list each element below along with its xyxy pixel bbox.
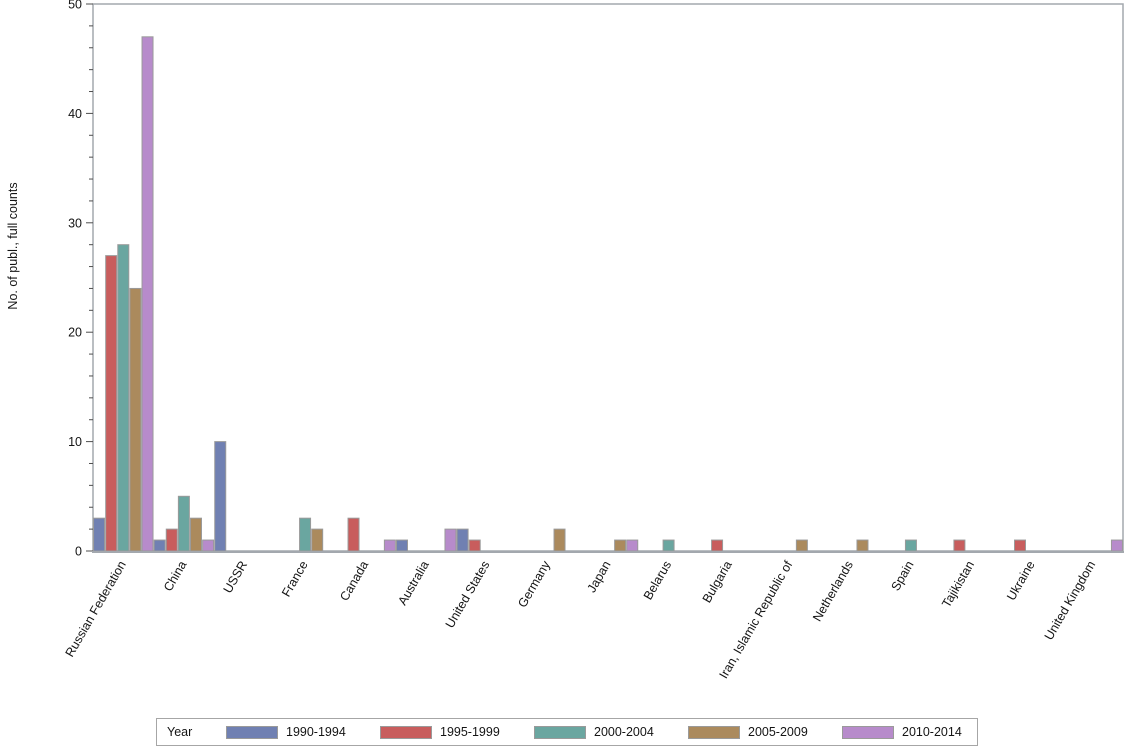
bar (468, 539, 481, 552)
bar (953, 539, 966, 552)
bar (444, 528, 457, 552)
x-category-label: Bulgaria (700, 558, 735, 605)
bar (626, 539, 639, 552)
x-category-label: USSR (221, 559, 250, 596)
x-category-label: France (279, 558, 311, 599)
legend-label: 2000-2004 (594, 725, 654, 739)
x-category-label: Ukraine (1004, 558, 1038, 602)
legend-entry: 1990-1994 (226, 719, 346, 745)
bar (105, 255, 118, 552)
bar (711, 539, 724, 552)
bar-chart-plot: 0 10 20 30 40 50 No. of publ., full counts Russ… (6, 0, 1124, 681)
x-category-label: United States (443, 559, 493, 631)
y-tick-label: 0 (75, 545, 82, 559)
legend-title: Year (167, 725, 193, 739)
legend-swatch (534, 725, 586, 739)
bar (904, 539, 917, 552)
legend-entry: 2000-2004 (534, 719, 654, 745)
bar (177, 495, 190, 552)
legend-label: 2010-2014 (902, 725, 962, 739)
bar (856, 539, 869, 552)
legend-swatch (226, 725, 278, 739)
y-axis-title: No. of publ., full counts (6, 182, 20, 309)
bar (396, 539, 408, 552)
x-category-label: Germany (515, 558, 553, 610)
bar (165, 528, 178, 552)
bar (190, 517, 202, 552)
y-tick-label: 40 (68, 107, 82, 121)
bar (202, 539, 215, 552)
legend-label: 1990-1994 (286, 725, 346, 739)
x-category-label: Spain (888, 558, 916, 593)
x-category-label: Netherlands (810, 559, 856, 624)
bar (383, 539, 396, 552)
x-category-label: Tajikistan (939, 558, 977, 610)
legend-label: 1995-1999 (440, 725, 500, 739)
bar (795, 539, 808, 552)
bar (214, 441, 227, 552)
legend-swatch (688, 725, 740, 739)
bar (1110, 539, 1123, 552)
plot-frame (92, 3, 1124, 552)
bar (129, 287, 142, 552)
legend-entry: 2010-2014 (842, 719, 962, 745)
bar (662, 539, 675, 552)
bar (153, 539, 166, 552)
bar (553, 528, 566, 552)
legend: Year 1990-1994 1995-1999 2000-2004 2005-200… (156, 718, 978, 746)
legend-label: 2005-2009 (748, 725, 808, 739)
legend-entry: 1995-1999 (380, 719, 500, 745)
bar (141, 36, 154, 552)
bar (456, 528, 469, 552)
bar (347, 517, 360, 552)
bar (311, 528, 324, 552)
x-category-label: Canada (337, 558, 371, 603)
x-category-label: Australia (395, 558, 431, 607)
y-tick-label: 20 (68, 326, 82, 340)
bar (614, 539, 627, 552)
x-category-label: United Kingdom (1042, 559, 1099, 643)
x-category-label: China (161, 558, 189, 593)
bar (1014, 539, 1026, 552)
x-category-label: Belarus (641, 559, 674, 603)
y-tick-label: 50 (68, 0, 82, 12)
legend-entry: 2005-2009 (688, 719, 808, 745)
x-category-label: Russian Federation (63, 558, 129, 659)
bar (93, 517, 106, 552)
bar (117, 244, 130, 552)
y-tick-label: 30 (68, 216, 82, 230)
y-tick-label: 10 (68, 435, 82, 449)
x-category-label: Japan (584, 558, 613, 595)
bar (299, 517, 312, 552)
legend-swatch (842, 725, 894, 739)
legend-swatch (380, 725, 432, 739)
